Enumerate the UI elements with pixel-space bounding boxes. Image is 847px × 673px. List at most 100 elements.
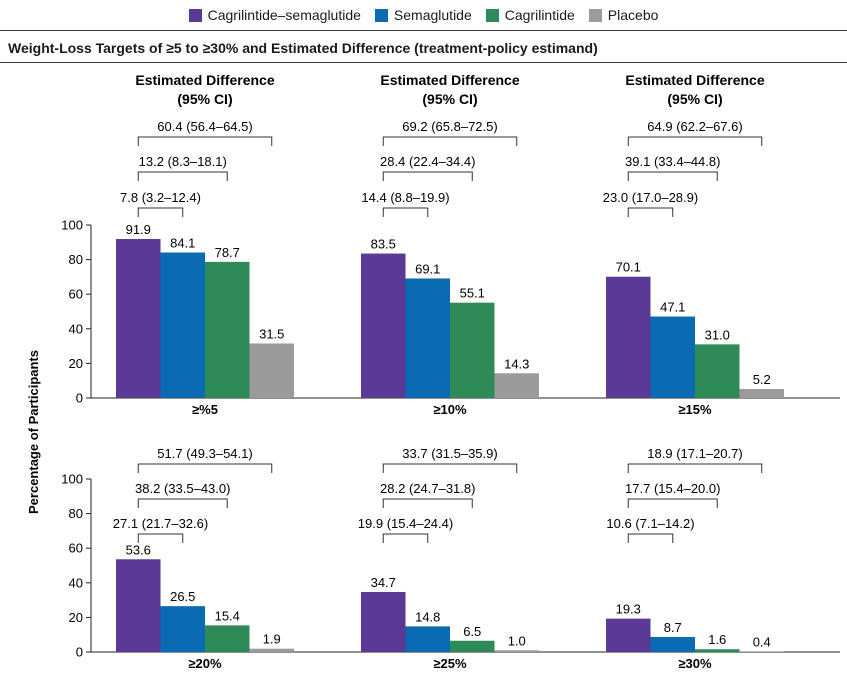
bar	[361, 253, 406, 398]
diff-bracket	[137, 136, 273, 146]
legend-label: Cagrilintide	[504, 7, 575, 23]
bar	[450, 640, 495, 652]
bar	[650, 316, 695, 398]
diff-value: 18.9 (17.1–20.7)	[647, 446, 742, 461]
bar	[249, 343, 294, 398]
category-label: ≥20%	[188, 656, 222, 671]
diff-header-ci: (95% CI)	[177, 91, 232, 107]
legend-item-placebo: Placebo	[588, 7, 659, 23]
legend: Cagrilintide–semaglutide Semaglutide Cag…	[0, 0, 847, 30]
y-tick-label: 0	[76, 391, 83, 406]
y-tick-label: 100	[61, 218, 83, 233]
y-tick-label: 100	[61, 472, 83, 487]
legend-swatch	[188, 8, 202, 22]
diff-header: Estimated Difference	[135, 72, 274, 88]
legend-swatch	[588, 8, 602, 22]
category-label: ≥25%	[433, 656, 467, 671]
bar-value-label: 70.1	[616, 260, 641, 275]
diff-value: 69.2 (65.8–72.5)	[402, 119, 497, 134]
bar	[160, 606, 205, 652]
diff-bracket	[382, 463, 518, 473]
diff-header-ci: (95% CI)	[422, 91, 477, 107]
legend-swatch	[374, 8, 388, 22]
diff-bracket	[627, 207, 674, 217]
category-label: ≥%5	[192, 402, 218, 417]
bar-value-label: 14.8	[415, 609, 440, 624]
bar	[695, 649, 740, 652]
bar-value-label: 53.6	[126, 542, 151, 557]
bar	[116, 559, 161, 652]
diff-bracket	[382, 207, 429, 217]
legend-item-cagrilintide: Cagrilintide	[485, 7, 575, 23]
diff-bracket	[627, 136, 763, 146]
bar-value-label: 1.0	[508, 633, 526, 648]
diff-bracket	[382, 136, 518, 146]
bar-value-label: 19.3	[616, 602, 641, 617]
diff-value: 23.0 (17.0–28.9)	[603, 190, 698, 205]
diff-value: 51.7 (49.3–54.1)	[157, 446, 252, 461]
diff-header: Estimated Difference	[380, 72, 519, 88]
bar-value-label: 26.5	[170, 589, 195, 604]
y-tick-label: 40	[69, 321, 83, 336]
legend-label: Cagrilintide–semaglutide	[207, 7, 361, 23]
bar	[494, 650, 539, 652]
diff-value: 28.4 (22.4–34.4)	[380, 154, 475, 169]
bar-value-label: 1.9	[263, 632, 281, 647]
bar-value-label: 55.1	[460, 286, 485, 301]
diff-value: 60.4 (56.4–64.5)	[157, 119, 252, 134]
diff-value: 33.7 (31.5–35.9)	[402, 446, 497, 461]
diff-value: 28.2 (24.7–31.8)	[380, 481, 475, 496]
bar-value-label: 91.9	[126, 222, 151, 237]
category-label: ≥10%	[433, 402, 467, 417]
diff-bracket	[627, 498, 718, 508]
diff-bracket	[382, 533, 429, 543]
y-tick-label: 0	[76, 645, 83, 660]
legend-label: Placebo	[607, 7, 659, 23]
diff-bracket	[137, 498, 228, 508]
diff-bracket	[382, 498, 473, 508]
diff-value: 19.9 (15.4–24.4)	[358, 516, 453, 531]
diff-value: 64.9 (62.2–67.6)	[647, 119, 742, 134]
bar-value-label: 83.5	[371, 237, 396, 252]
subtitle-rule	[0, 62, 847, 63]
chart-subtitle: Weight-Loss Targets of ≥5 to ≥30% and Es…	[8, 40, 598, 56]
bar	[606, 276, 651, 398]
diff-value: 38.2 (33.5–43.0)	[135, 481, 230, 496]
bar-value-label: 14.3	[504, 356, 529, 371]
bar	[739, 651, 784, 652]
category-label: ≥15%	[678, 402, 712, 417]
diff-bracket	[137, 171, 228, 181]
diff-bracket	[137, 533, 184, 543]
bar	[606, 618, 651, 652]
bar-value-label: 78.7	[215, 245, 240, 260]
y-tick-label: 40	[69, 575, 83, 590]
bar	[494, 373, 539, 398]
bar	[450, 302, 495, 398]
bar-value-label: 47.1	[660, 300, 685, 315]
y-axis-label: Percentage of Participants	[26, 350, 41, 514]
diff-bracket	[382, 171, 473, 181]
legend-label: Semaglutide	[393, 7, 472, 23]
y-tick-label: 20	[69, 610, 83, 625]
bar	[160, 252, 205, 398]
legend-item-semaglutide: Semaglutide	[374, 7, 472, 23]
y-tick-label: 60	[69, 541, 83, 556]
diff-value: 17.7 (15.4–20.0)	[625, 481, 720, 496]
diff-value: 27.1 (21.7–32.6)	[113, 516, 208, 531]
diff-bracket	[137, 463, 273, 473]
diff-bracket	[627, 171, 718, 181]
diff-header-ci: (95% CI)	[667, 91, 722, 107]
bar	[205, 625, 250, 652]
bar	[650, 636, 695, 652]
diff-bracket	[137, 207, 184, 217]
y-tick-label: 80	[69, 506, 83, 521]
diff-bracket	[627, 463, 763, 473]
bar	[405, 626, 450, 652]
diff-value: 7.8 (3.2–12.4)	[120, 190, 201, 205]
bar	[205, 261, 250, 398]
bar-value-label: 8.7	[664, 620, 682, 635]
bar-value-label: 6.5	[463, 624, 481, 639]
bar-value-label: 84.1	[170, 236, 195, 251]
bar-value-label: 5.2	[753, 372, 771, 387]
